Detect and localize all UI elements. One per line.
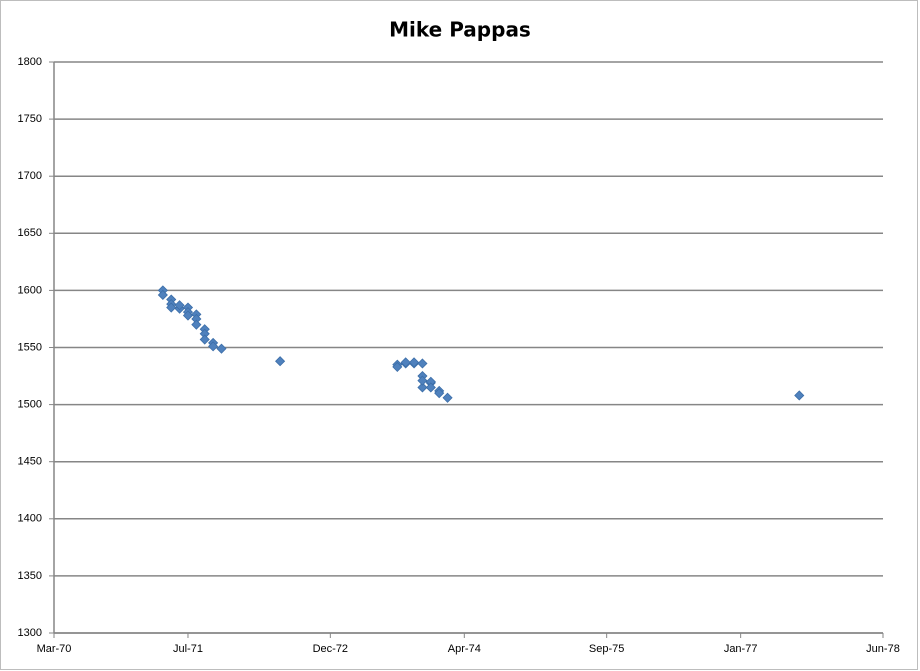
x-tick-label: Sep-75 (589, 643, 624, 655)
x-tick-label: Jul-71 (173, 643, 203, 655)
point (157, 289, 168, 301)
point (166, 302, 177, 313)
y-tick-label: 1600 (18, 284, 42, 296)
point (182, 310, 194, 321)
x-tick-label: Dec-72 (313, 643, 348, 655)
point (392, 361, 403, 372)
chart-title: Mike Pappas (389, 18, 531, 42)
x-tick-label: Mar-70 (37, 643, 72, 655)
point (417, 382, 428, 393)
point (275, 356, 286, 367)
y-tick-label: 1400 (18, 513, 42, 525)
point (216, 343, 227, 354)
point (174, 300, 185, 311)
point (417, 358, 428, 369)
y-tick-label: 1350 (18, 570, 42, 582)
point (208, 341, 219, 352)
x-tick-label: Apr-74 (448, 643, 481, 655)
x-tick-label: Jun-78 (866, 643, 900, 655)
y-tick-label: 1550 (18, 341, 42, 353)
point (794, 390, 805, 401)
point (199, 334, 210, 345)
y-tick-label: 1750 (18, 113, 42, 125)
point (191, 319, 202, 330)
point (434, 388, 445, 399)
point (409, 357, 420, 368)
point (442, 392, 453, 403)
y-tick-label: 1450 (18, 456, 42, 468)
y-tick-label: 1800 (18, 56, 42, 68)
y-tick-label: 1500 (18, 399, 42, 411)
y-tick-label: 1700 (18, 170, 42, 182)
point (417, 375, 428, 386)
point (425, 382, 436, 393)
x-tick-label: Jan-77 (724, 643, 758, 655)
y-tick-label: 1650 (18, 227, 42, 239)
point (400, 357, 411, 368)
y-tick-label: 1300 (18, 627, 42, 639)
